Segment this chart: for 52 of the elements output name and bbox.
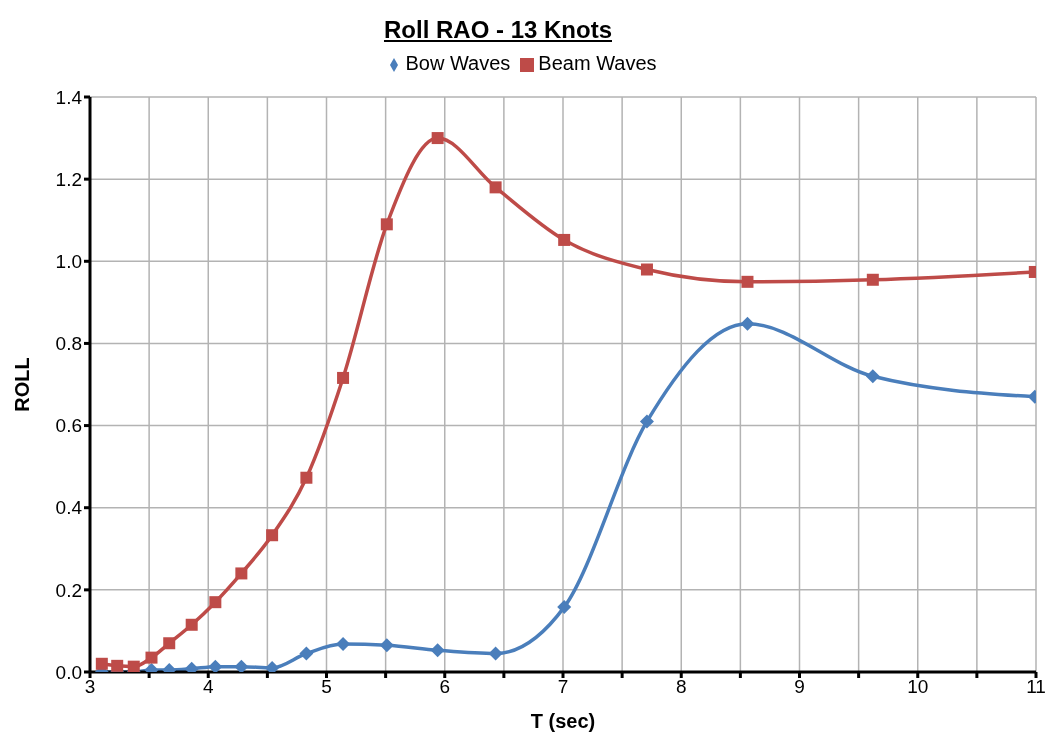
y-axis-title: ROLL [11,357,34,412]
x-tick-label: 4 [202,676,214,698]
x-tick-label: 7 [557,676,569,698]
point [430,643,445,658]
y-tick-label: 0.8 [55,333,82,355]
legend-label: Bow Waves [405,52,511,74]
point [336,637,351,652]
chart-title: Roll RAO - 13 Knots [383,15,613,45]
x-axis-title: T (sec) [530,710,596,732]
x-tick-label: 11 [1026,676,1046,698]
point [235,567,248,580]
point [265,660,280,672]
point [300,471,313,484]
x-tick-label: 3 [84,676,96,698]
point [639,414,654,429]
point [489,181,502,194]
point [95,657,108,670]
point [865,369,880,384]
x-tick-label: 6 [439,676,451,698]
x-tick-label: 8 [675,676,687,698]
point [163,637,176,650]
point [557,600,572,615]
point [208,659,223,672]
x-tick-label: 10 [907,676,929,698]
point [379,638,394,653]
x-tick-label: 9 [794,676,805,698]
point [866,273,879,286]
point [127,660,140,672]
y-tick-label: 0.0 [55,661,82,683]
point [337,371,350,384]
y-tick-label: 1.4 [55,86,83,108]
point [234,659,249,672]
legend-label: Beam Waves [538,52,657,74]
y-tick-label: 0.4 [55,497,83,519]
point [145,651,158,664]
point [299,646,314,661]
y-tick-label: 0.2 [55,579,82,601]
point [740,316,755,331]
point [488,646,503,661]
point [431,132,444,145]
y-tick-label: 1.2 [55,168,82,190]
point [185,618,198,631]
point [380,218,393,231]
point [741,275,754,288]
point [558,233,571,246]
point [640,263,653,276]
point [111,659,124,672]
y-tick-label: 0.6 [55,415,82,437]
point [209,596,222,609]
point [266,529,279,542]
y-tick-label: 1.0 [55,251,82,273]
x-tick-label: 5 [321,676,332,698]
